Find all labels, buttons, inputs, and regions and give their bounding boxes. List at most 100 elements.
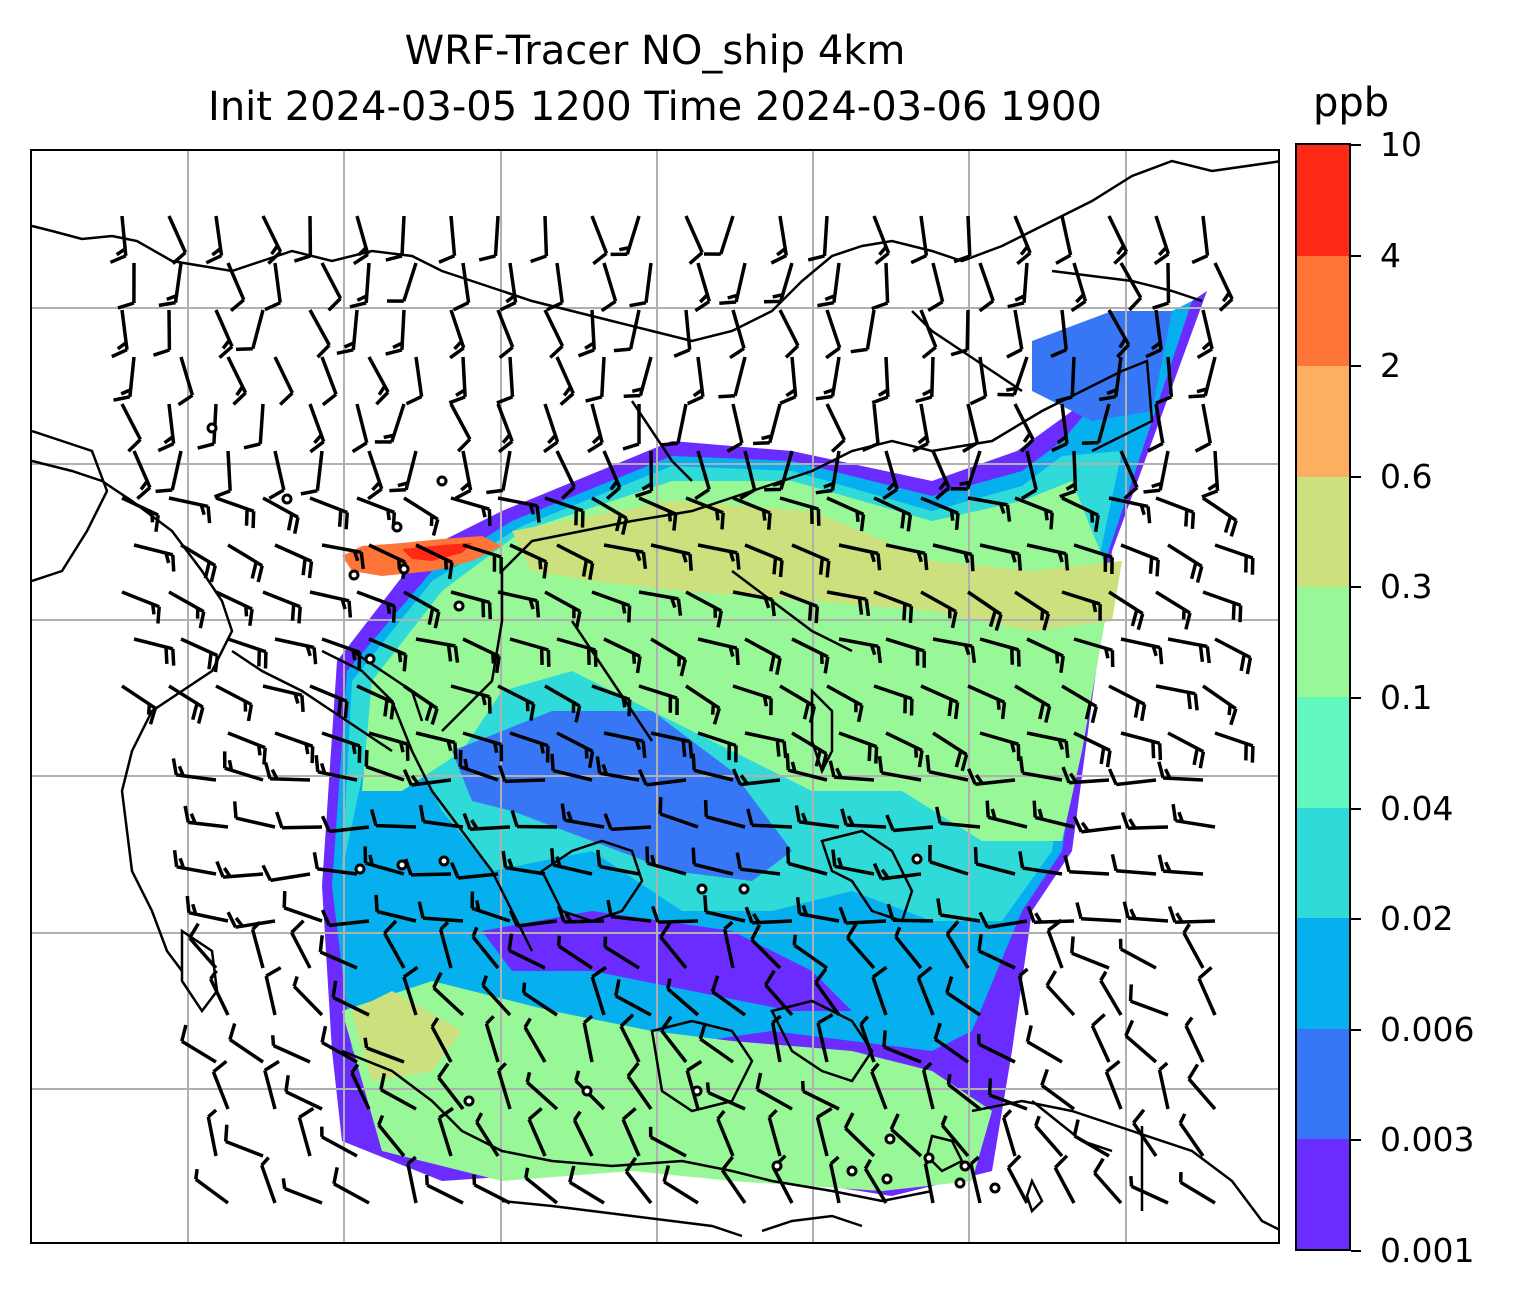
wind-barb — [402, 965, 419, 1016]
wind-barb — [666, 978, 700, 1017]
wind-barb — [791, 731, 828, 771]
wind-barb — [1070, 936, 1110, 970]
wind-barb — [1108, 496, 1152, 524]
wind-barb — [603, 936, 640, 970]
wind-barb — [577, 309, 596, 358]
wind-barb — [859, 1015, 876, 1063]
wind-barb — [270, 1035, 311, 1064]
calm-wind-markers — [206, 422, 1001, 1194]
map-panel[interactable] — [30, 149, 1280, 1244]
colorbar-segment — [1297, 697, 1349, 808]
wind-barb — [814, 968, 841, 1017]
wind-barb — [770, 215, 789, 265]
wind-barb — [716, 1109, 735, 1157]
wind-barb — [591, 496, 629, 535]
wind-barb — [645, 846, 687, 876]
wind-barb — [1147, 403, 1165, 453]
wind-barb — [403, 590, 441, 629]
wind-barb — [778, 309, 800, 359]
wind-barb — [719, 262, 747, 306]
wind-barb — [417, 901, 464, 923]
wind-barb — [205, 215, 224, 265]
wind-barb — [418, 804, 464, 829]
wind-barb — [458, 749, 499, 782]
wind-barb — [826, 496, 866, 532]
wind-barb — [873, 496, 913, 532]
wind-barb — [966, 768, 1016, 786]
wind-barb — [308, 309, 331, 359]
wind-barb — [475, 1112, 500, 1157]
wind-barb — [1155, 590, 1192, 630]
wind-barb — [550, 753, 593, 782]
wind-barb — [470, 891, 511, 923]
wind-barb — [732, 590, 776, 617]
wind-barb — [273, 356, 294, 406]
wind-barb — [232, 801, 276, 829]
wind-barb — [262, 684, 305, 713]
calm-wind-circle — [398, 563, 410, 575]
wind-barb — [623, 356, 653, 398]
wind-barb — [1214, 731, 1255, 763]
wind-barb — [382, 919, 406, 969]
wind-barb — [1197, 966, 1217, 1016]
wind-barb — [274, 731, 315, 764]
wind-barb — [928, 844, 969, 876]
wind-barb — [1167, 637, 1211, 664]
wind-barb — [764, 450, 794, 492]
wind-barb — [497, 590, 541, 618]
wind-barb — [624, 1156, 653, 1205]
wind-barb — [705, 1082, 746, 1111]
wind-barb — [622, 404, 641, 451]
wind-barb — [591, 684, 632, 717]
wind-barb — [497, 684, 536, 721]
wind-barb — [250, 920, 265, 969]
colorbar-tick-mark — [1351, 1139, 1361, 1142]
wind-barb — [544, 496, 585, 528]
wind-barb — [385, 215, 406, 262]
wind-barb — [1202, 496, 1238, 537]
wind-barb — [1070, 262, 1088, 313]
wind-barb — [1104, 1059, 1123, 1110]
colorbar-tick-label: 10 — [1380, 125, 1422, 164]
wind-barb — [969, 356, 988, 406]
wind-barb — [927, 262, 945, 312]
wind-barb — [945, 976, 981, 1017]
wind-barb — [885, 814, 934, 833]
wind-barb — [1153, 215, 1171, 266]
wind-barb — [332, 1167, 370, 1205]
wind-barb — [185, 895, 229, 923]
colorbar-tick-mark — [1351, 1028, 1361, 1031]
wind-barb — [710, 975, 747, 1017]
wind-barb — [978, 911, 1028, 930]
wind-barb — [603, 637, 642, 674]
wind-barb — [838, 906, 887, 925]
wind-barb — [368, 731, 410, 761]
wind-barb — [685, 590, 724, 628]
wind-barb — [815, 450, 841, 495]
wind-barb — [916, 965, 935, 1016]
colorbar-tick-label: 0.003 — [1380, 1120, 1475, 1160]
wind-barb — [497, 496, 541, 523]
wind-barb — [1107, 768, 1157, 787]
colorbar-segment — [1297, 1028, 1349, 1140]
wind-barb — [697, 637, 740, 666]
wind-barb — [940, 1115, 970, 1158]
wind-barb — [403, 496, 440, 536]
wind-barb — [356, 684, 396, 720]
wind-barb — [871, 262, 890, 311]
wind-barb — [1013, 215, 1032, 266]
wind-barb — [1061, 684, 1099, 724]
wind-barb — [1046, 918, 1064, 969]
wind-barb — [816, 1013, 834, 1063]
wind-barb — [767, 1108, 782, 1157]
wind-barb — [934, 806, 981, 829]
wind-barb — [281, 1178, 323, 1205]
wind-barb — [1213, 262, 1234, 312]
colorbar — [1295, 143, 1351, 1251]
wind-barb — [543, 309, 565, 359]
wind-barb — [377, 1114, 406, 1158]
wind-barb — [638, 590, 683, 616]
wind-barb — [1093, 1157, 1123, 1205]
wind-barb — [885, 731, 924, 768]
colorbar-tick-label: 0.6 — [1380, 456, 1433, 496]
